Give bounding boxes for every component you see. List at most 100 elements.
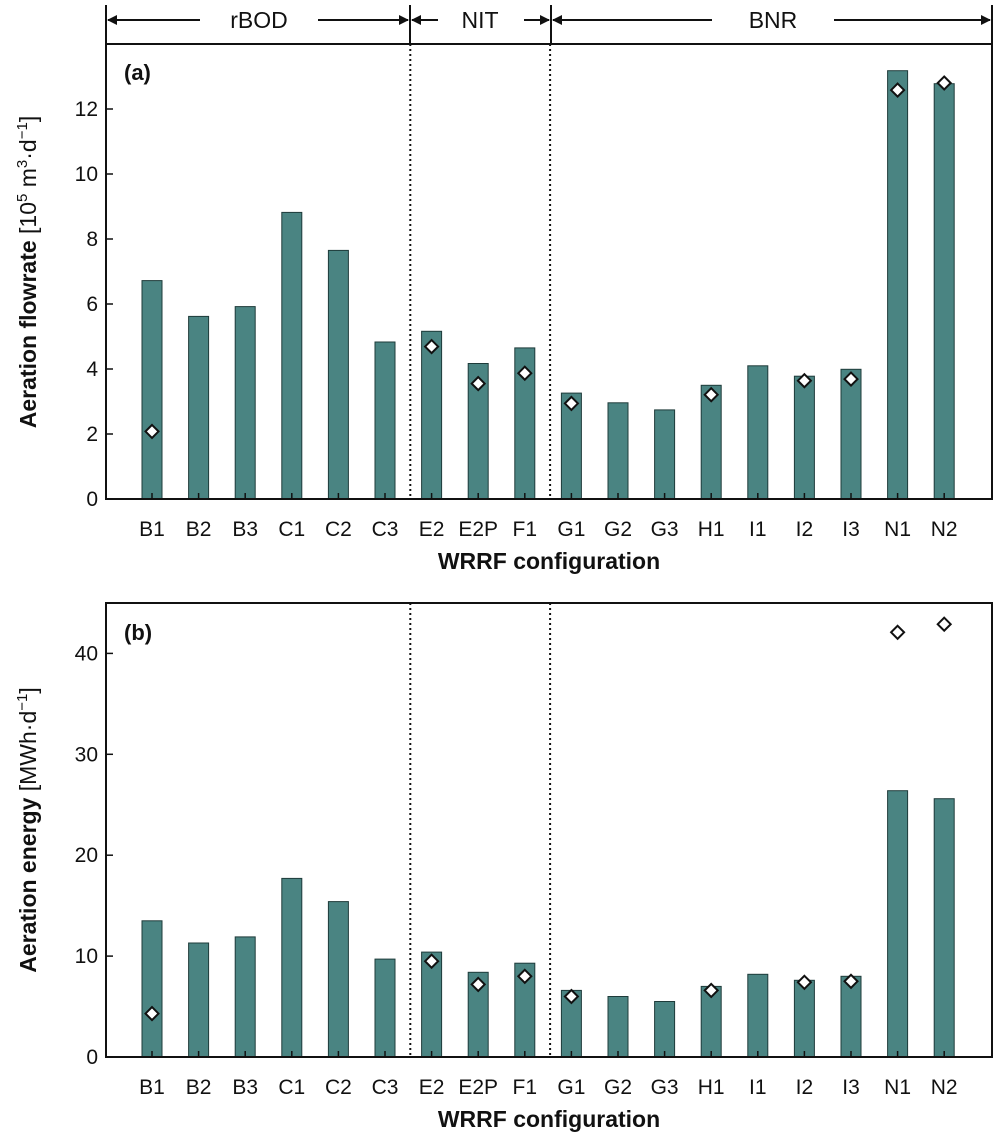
panel-a: 0 2 4 6 8 10 12 B1 B2 B3 C1 C2 C3 E2 E2P F1 G1 G2 G3 H1 I1 I… — [14, 43, 993, 574]
bar-I2 — [793, 979, 815, 1058]
bar-I2 — [793, 375, 815, 500]
panel-a-frame — [105, 43, 993, 500]
x-tick-label: G3 — [651, 1076, 679, 1099]
bar-C3 — [374, 341, 396, 500]
group-label-rbod: rBOD — [230, 7, 288, 33]
bar-B2 — [188, 942, 210, 1058]
panel-b-dividers — [409, 603, 552, 1057]
bar-B1 — [141, 920, 163, 1058]
x-tick-label: C1 — [278, 1076, 305, 1099]
marker-N1 — [889, 82, 906, 99]
marker-B1 — [144, 1005, 160, 1022]
panel-b-label: (b) — [124, 620, 152, 645]
marker-N2 — [936, 75, 953, 91]
panel-b-ylabel-close: ] — [15, 687, 41, 693]
bar-I1 — [747, 973, 769, 1058]
marker-I3 — [843, 973, 859, 990]
bar-I1 — [747, 365, 769, 500]
bar-C2 — [327, 249, 349, 500]
x-tick-label: N2 — [931, 518, 958, 541]
x-tick-label: I2 — [796, 518, 814, 541]
bar-C3 — [374, 958, 396, 1058]
y-tick-label: 6 — [86, 293, 98, 316]
y-tick-label: 12 — [75, 98, 98, 121]
y-tick-label: 20 — [75, 844, 98, 867]
panel-a-ylabel-exp3: −1 — [14, 122, 31, 139]
y-tick-label: 4 — [86, 358, 98, 381]
y-tick-label: 30 — [75, 743, 98, 766]
x-tick-label: F1 — [513, 518, 538, 541]
panel-a-ylabel-close: ] — [15, 116, 41, 122]
panel-a-ylabel-unit-open: [10 — [15, 202, 41, 234]
panel-a-label: (a) — [124, 60, 151, 85]
group-header: rBOD NIT BNR — [105, 5, 993, 44]
x-tick-label: I1 — [749, 518, 767, 541]
panel-b-ylabel: Aeration energy [MWh·d−1] — [14, 687, 41, 973]
marker-F1 — [516, 365, 533, 382]
bar-B3 — [234, 306, 256, 500]
panel-b-x-axis: B1 B2 B3 C1 C2 C3 E2 E2P F1 G1 G2 G3 H1 I1 I2 I3 N1 N2 — [139, 1051, 958, 1099]
x-tick-label: G1 — [557, 1076, 585, 1099]
marker-E2P — [470, 976, 487, 993]
x-tick-label: H1 — [698, 1076, 725, 1099]
marker-G1 — [563, 395, 580, 412]
marker-I2 — [796, 974, 813, 991]
panel-a-xlabel: WRRF configuration — [438, 548, 660, 574]
panel-b: 0 10 20 30 40 B1 B2 B3 C1 C2 C3 E2 E2P F1 G1 G2 G3 H1 I1 I… — [14, 602, 993, 1132]
y-tick-label: 0 — [86, 1046, 98, 1069]
x-tick-label: B2 — [186, 518, 212, 541]
panel-a-ylabel-mid: m — [15, 168, 41, 194]
bar-C1 — [281, 211, 303, 500]
x-tick-label: C3 — [372, 518, 399, 541]
x-tick-label: C3 — [372, 1076, 399, 1099]
x-tick-label: G1 — [557, 518, 585, 541]
y-tick-label: 40 — [75, 642, 98, 665]
x-tick-label: E2P — [458, 1076, 498, 1099]
panel-a-ylabel-exp2: 3 — [14, 160, 31, 168]
x-tick-label: I3 — [842, 1076, 860, 1099]
bar-E2 — [421, 330, 443, 500]
y-tick-label: 10 — [75, 163, 98, 186]
x-tick-label: N1 — [884, 518, 911, 541]
panel-a-markers — [144, 75, 953, 440]
bar-G2 — [607, 402, 629, 500]
x-tick-label: C2 — [325, 518, 352, 541]
x-tick-label: E2 — [419, 1076, 445, 1099]
marker-H1 — [703, 982, 720, 999]
x-tick-label: F1 — [513, 1076, 538, 1099]
bar-C1 — [281, 877, 303, 1058]
panel-b-bars — [141, 790, 955, 1058]
bar-G3 — [654, 409, 676, 500]
bar-C2 — [327, 901, 349, 1058]
x-tick-label: G3 — [651, 518, 679, 541]
group-label-nit: NIT — [461, 7, 498, 33]
marker-G1 — [563, 988, 580, 1005]
marker-N2 — [936, 616, 953, 633]
x-tick-label: G2 — [604, 1076, 632, 1099]
panel-b-frame — [105, 602, 993, 1058]
x-tick-label: I3 — [842, 518, 860, 541]
bar-B3 — [234, 936, 256, 1058]
x-tick-label: B3 — [232, 1076, 258, 1099]
panel-a-x-axis: B1 B2 B3 C1 C2 C3 E2 E2P F1 G1 G2 G3 H1 I1 I2 I3 N1 N2 — [139, 493, 958, 541]
panel-a-bars — [141, 70, 955, 500]
panel-a-dividers — [409, 44, 552, 499]
x-tick-label: B1 — [139, 1076, 165, 1099]
x-tick-label: B3 — [232, 518, 258, 541]
bar-N1 — [887, 790, 909, 1058]
bar-B1 — [141, 280, 163, 500]
marker-H1 — [703, 386, 720, 403]
marker-E2 — [423, 338, 440, 355]
x-tick-label: H1 — [698, 518, 725, 541]
marker-I2 — [796, 372, 813, 389]
bar-B2 — [188, 315, 210, 500]
marker-I3 — [843, 371, 859, 388]
x-tick-label: I1 — [749, 1076, 767, 1099]
marker-E2 — [423, 953, 440, 970]
bar-G3 — [654, 1001, 676, 1058]
panel-b-xlabel: WRRF configuration — [438, 1106, 660, 1132]
panel-b-ylabel-exp: −1 — [14, 694, 31, 711]
x-tick-label: N2 — [931, 1076, 958, 1099]
y-tick-label: 8 — [86, 228, 98, 251]
